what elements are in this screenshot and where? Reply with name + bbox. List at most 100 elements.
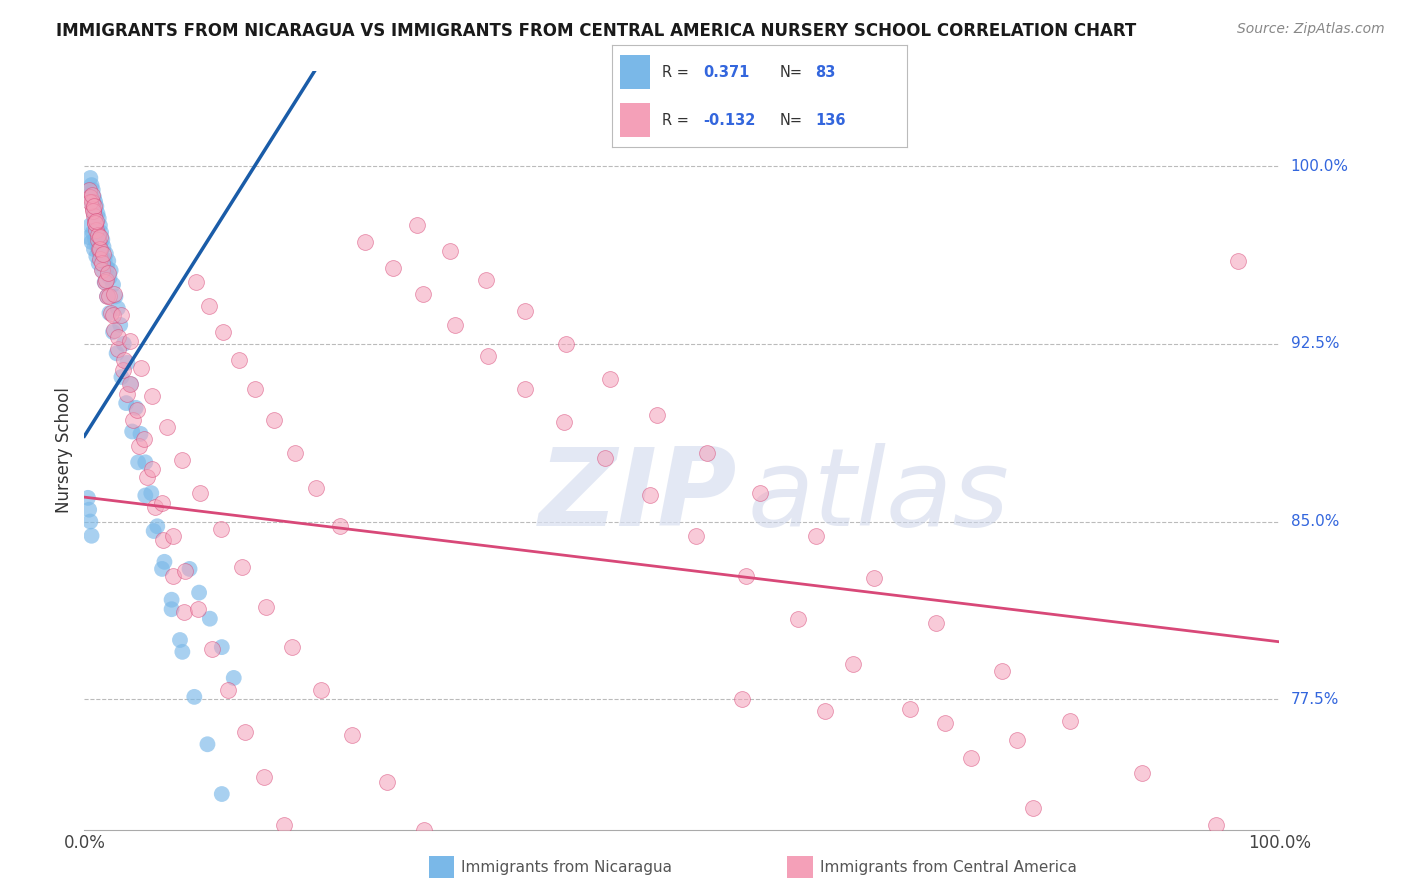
Point [94, 247, 117, 261]
Point [80, 529, 103, 543]
Point [925, 616, 948, 631]
Point [87, 230, 110, 244]
Point [97, 253, 120, 268]
Point [142, 524, 165, 538]
Point [141, 462, 163, 476]
Point [217, 682, 239, 697]
Text: 92.5%: 92.5% [1291, 336, 1339, 351]
Point [188, 486, 211, 500]
Point [253, 771, 276, 785]
Point [381, 260, 404, 275]
Point [111, 363, 134, 377]
Point [79, 194, 101, 209]
Point [91, 263, 114, 277]
Point [991, 664, 1014, 678]
Point [842, 657, 865, 671]
Point [245, 382, 267, 396]
Text: N=: N= [780, 113, 803, 128]
Point [84, 216, 107, 230]
Point [173, 605, 195, 619]
Point [160, 592, 183, 607]
Point [80, 194, 103, 209]
Point [134, 455, 156, 469]
Point [150, 562, 173, 576]
Point [183, 690, 205, 704]
Point [1226, 253, 1249, 268]
Point [107, 301, 129, 316]
Point [211, 640, 233, 654]
Point [172, 453, 194, 467]
Point [79, 190, 101, 204]
Point [211, 787, 233, 801]
Point [281, 640, 304, 654]
Point [115, 396, 138, 410]
Point [101, 309, 124, 323]
Point [110, 309, 132, 323]
Point [91, 233, 114, 247]
Point [86, 249, 108, 263]
Point [86, 227, 108, 242]
Point [685, 529, 707, 543]
Point [112, 353, 135, 368]
Point [110, 318, 132, 332]
Point [103, 287, 125, 301]
Point [121, 425, 143, 439]
Point [284, 446, 307, 460]
Point [77, 502, 100, 516]
Point [86, 199, 108, 213]
Point [80, 187, 103, 202]
Point [117, 356, 139, 370]
Point [263, 412, 285, 426]
Point [135, 469, 157, 483]
Point [748, 486, 770, 500]
Point [444, 318, 467, 332]
Text: 77.5%: 77.5% [1291, 691, 1339, 706]
Point [141, 486, 163, 500]
Point [103, 323, 125, 337]
Point [84, 233, 107, 247]
Point [86, 233, 108, 247]
Point [146, 519, 169, 533]
Point [405, 219, 427, 233]
Point [143, 500, 166, 515]
Point [934, 715, 956, 730]
Point [184, 275, 207, 289]
Point [89, 242, 111, 256]
Point [77, 491, 100, 505]
Text: 136: 136 [815, 113, 846, 128]
Point [960, 751, 983, 765]
Point [118, 334, 141, 349]
Point [118, 377, 141, 392]
Point [86, 206, 108, 220]
Point [83, 209, 105, 223]
Point [122, 412, 145, 426]
Point [91, 256, 114, 270]
Point [152, 533, 174, 548]
Point [638, 488, 661, 502]
Point [97, 266, 120, 280]
Point [87, 211, 110, 226]
Point [212, 325, 235, 339]
Y-axis label: Nursery School: Nursery School [55, 387, 73, 514]
Point [89, 247, 111, 261]
Point [101, 277, 124, 292]
Point [412, 822, 434, 837]
Point [254, 599, 277, 614]
Point [87, 242, 110, 256]
Point [79, 219, 101, 233]
Text: R =: R = [662, 65, 689, 79]
Point [120, 377, 142, 392]
Point [90, 226, 112, 240]
Point [86, 240, 108, 254]
Point [226, 839, 249, 854]
Point [84, 211, 107, 226]
Point [86, 226, 108, 240]
Point [107, 342, 129, 356]
Point [187, 602, 209, 616]
Point [201, 642, 224, 657]
Point [91, 263, 114, 277]
Point [329, 519, 352, 533]
Point [84, 216, 107, 230]
Point [804, 529, 827, 543]
Point [100, 263, 122, 277]
